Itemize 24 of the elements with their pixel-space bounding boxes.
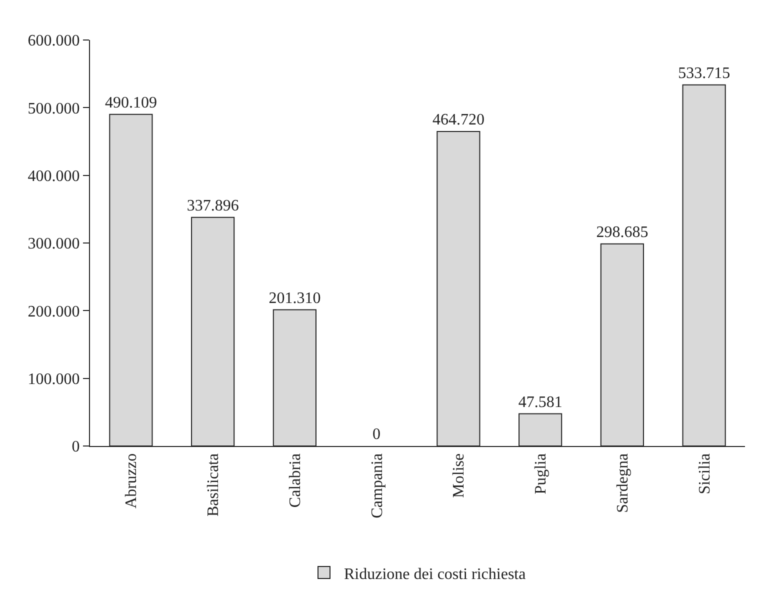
legend-label: Riduzione dei costi richiesta [344, 566, 526, 583]
x-tick-label: Puglia [532, 453, 550, 494]
y-tick-label: 600.000 [28, 32, 80, 50]
x-tick-label: Molise [450, 453, 468, 498]
x-tick-label: Calabria [286, 453, 304, 508]
x-tick-label: Basilicata [205, 453, 222, 516]
y-tick-label: 500.000 [28, 100, 80, 118]
data-label: 47.581 [518, 394, 562, 411]
data-label: 0 [372, 426, 381, 443]
data-label: 464.720 [432, 112, 484, 129]
data-label: 298.685 [596, 224, 648, 241]
data-label: 337.896 [186, 197, 239, 214]
x-tick-label: Sardegna [614, 453, 632, 513]
y-tick-label: 200.000 [28, 303, 80, 320]
data-label: 201.310 [268, 290, 321, 307]
x-tick-label: Abruzzo [123, 453, 140, 508]
y-tick-label: 400.000 [28, 168, 80, 185]
x-tick-label: Campania [368, 453, 386, 518]
y-tick-label: 0 [72, 438, 80, 456]
x-tick-label: Sicilia [696, 453, 714, 494]
y-tick-label: 300.000 [28, 236, 80, 253]
y-tick-label: 100.000 [28, 370, 80, 388]
data-label: 490.109 [104, 94, 157, 112]
data-label: 533.715 [678, 64, 730, 82]
